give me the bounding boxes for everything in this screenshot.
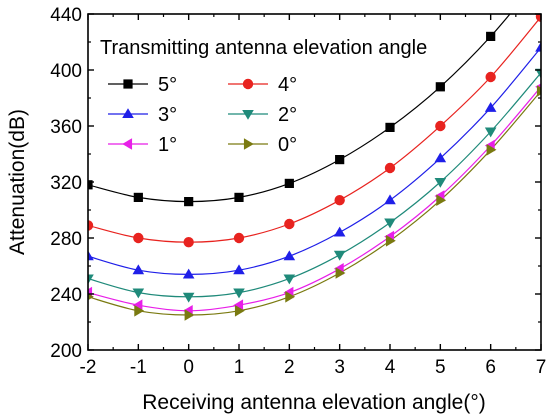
series-line-1 — [88, 16, 541, 243]
data-point — [535, 14, 541, 22]
data-point — [133, 232, 144, 244]
data-point — [234, 305, 245, 317]
legend-label: 2° — [278, 104, 297, 126]
y-tick-label: 280 — [50, 229, 82, 250]
data-point — [88, 274, 94, 285]
data-point — [133, 192, 143, 202]
plot-frame — [87, 13, 542, 351]
legend-label: 5° — [158, 74, 177, 96]
data-point — [435, 82, 445, 92]
series-line-3 — [88, 72, 541, 298]
y-tick-label: 360 — [50, 117, 82, 138]
data-point — [485, 71, 496, 83]
data-point — [88, 293, 94, 301]
x-tick-label: 0 — [183, 357, 194, 378]
legend-marker — [243, 138, 254, 150]
data-point — [385, 235, 396, 247]
y-tick-label: 200 — [50, 341, 82, 362]
data-point — [484, 102, 497, 112]
data-point — [182, 268, 195, 279]
data-point — [285, 291, 296, 303]
data-point — [134, 305, 145, 317]
x-tick-label: 7 — [536, 357, 547, 378]
data-point — [182, 292, 195, 303]
data-point — [233, 264, 245, 275]
legend-marker — [122, 138, 133, 150]
data-point — [88, 180, 93, 190]
data-point — [234, 192, 244, 202]
data-point — [435, 120, 446, 132]
data-point — [233, 299, 244, 311]
data-point — [384, 218, 396, 229]
series-markers — [88, 14, 541, 321]
data-point — [284, 178, 294, 188]
data-point — [535, 41, 541, 52]
y-axis-title: Attenuation(dB) — [6, 109, 29, 255]
data-point — [88, 250, 94, 261]
data-point — [184, 197, 194, 207]
x-tick-label: 4 — [385, 357, 396, 378]
data-point — [536, 85, 541, 97]
data-point — [434, 152, 447, 163]
data-point — [486, 31, 496, 41]
data-point — [233, 288, 245, 299]
axes: -2 -1 0 1 2 3 4 5 6 7 200 240 280 320 360 400 440 — [50, 5, 546, 378]
data-point — [484, 127, 497, 138]
x-tick-label: 2 — [284, 357, 295, 378]
data-point — [385, 122, 395, 132]
legend-marker — [242, 78, 254, 90]
data-point — [333, 226, 346, 237]
data-point — [384, 194, 396, 205]
data-point — [335, 267, 346, 279]
legend-marker — [122, 108, 134, 119]
data-point — [132, 288, 145, 299]
y-tick-label: 400 — [50, 61, 82, 82]
x-tick-label: 5 — [435, 357, 446, 378]
x-tick-label: -2 — [80, 357, 97, 378]
data-point — [535, 68, 541, 79]
x-tick-label: 6 — [485, 357, 496, 378]
series-line-5 — [88, 90, 541, 316]
series-line-0 — [88, 14, 511, 203]
data-point — [184, 309, 195, 321]
data-point — [333, 250, 346, 261]
legend-title: Transmitting antenna elevation angle — [100, 37, 427, 59]
data-point — [486, 144, 497, 156]
legend-label: 4° — [278, 74, 297, 96]
y-tick-label: 240 — [50, 285, 82, 306]
data-point — [88, 220, 94, 231]
data-point — [283, 250, 296, 261]
legend-marker — [123, 79, 133, 89]
series-line-4 — [88, 86, 541, 312]
data-point — [434, 177, 447, 188]
y-tick-label: 440 — [50, 5, 82, 26]
data-point — [334, 195, 345, 206]
data-point — [335, 155, 345, 165]
data-point — [436, 194, 447, 206]
legend-label: 0° — [278, 134, 297, 156]
data-point — [132, 299, 143, 311]
y-tick-label: 320 — [50, 173, 82, 194]
x-tick-label: -1 — [130, 357, 147, 378]
data-point — [283, 274, 296, 285]
legend: Transmitting antenna elevation angle 5° 4… — [100, 37, 427, 156]
legend-label: 3° — [158, 104, 177, 126]
x-axis-title: Receiving antenna elevation angle(°) — [142, 391, 485, 414]
series-line-2 — [88, 47, 541, 276]
x-tick-label: 1 — [234, 357, 245, 378]
data-point — [233, 232, 245, 244]
legend-marker — [242, 109, 254, 120]
data-point — [284, 218, 295, 230]
data-point — [132, 264, 145, 275]
legend-label: 1° — [158, 134, 177, 156]
data-point — [384, 162, 396, 174]
data-point — [183, 237, 194, 248]
series-lines — [88, 14, 541, 316]
x-tick-label: 3 — [334, 357, 345, 378]
